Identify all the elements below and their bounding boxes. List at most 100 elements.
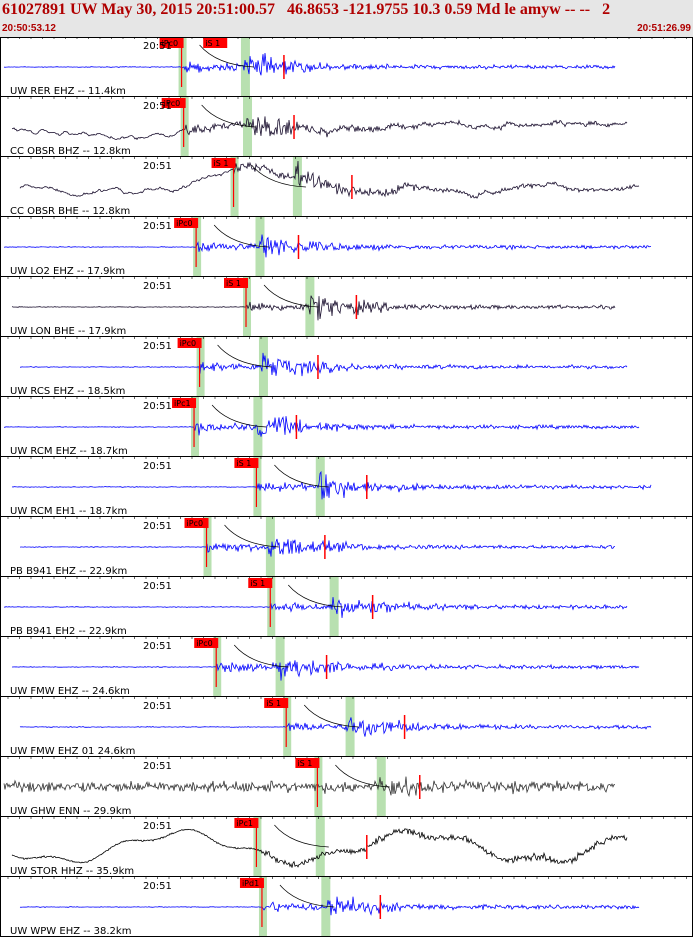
p-window-band <box>314 757 323 817</box>
trace-time-label: 20:51 <box>143 281 172 292</box>
pick-label-box <box>161 98 186 108</box>
channel-label: PB B941 EHZ -- 22.9km <box>10 566 127 577</box>
waveform-trace <box>11 295 616 321</box>
coda-curve <box>201 104 257 128</box>
channel-label: UW RER EHZ -- 11.4km <box>10 86 126 97</box>
pick-label: iS 1 <box>226 279 241 288</box>
s-window-band <box>255 217 265 277</box>
pick-label-box <box>248 578 273 588</box>
channel-label: UW RCS EHZ -- 18.5km <box>10 386 125 397</box>
waveform-trace <box>11 470 652 500</box>
coda-curve <box>303 704 359 728</box>
coda-curve <box>211 404 267 428</box>
waveform-trace <box>3 52 616 76</box>
pick-label-box <box>239 878 264 888</box>
coda-curve <box>288 584 343 608</box>
trace-time-label: 20:51 <box>143 161 172 172</box>
trace-time-label: 20:51 <box>143 521 172 532</box>
pick-label-box <box>211 158 236 168</box>
channel-label: UW LON BHE -- 17.9km <box>10 326 126 337</box>
pick-label: iPc0 <box>180 339 197 348</box>
event-header: 61027891 UW May 30, 2015 20:51:00.57 46.… <box>0 0 693 37</box>
pick-label-box <box>264 698 289 708</box>
pick-label-box <box>234 458 259 468</box>
p-window-band <box>180 97 189 157</box>
coda-curve <box>199 44 254 68</box>
trace-time-label: 20:51 <box>143 41 172 52</box>
trace-time-label: 20:51 <box>143 341 172 352</box>
p-window-band <box>243 277 252 337</box>
p-window-band <box>258 877 267 937</box>
waveform-trace <box>19 160 640 199</box>
pick-label-box <box>184 518 209 528</box>
channel-label: UW GHW ENN -- 29.9km <box>10 806 131 817</box>
trace-time-label: 20:51 <box>143 761 172 772</box>
s-window-band <box>243 97 253 157</box>
waveform-trace <box>19 538 615 557</box>
waveform-trace <box>19 717 652 737</box>
coda-curve <box>274 464 329 488</box>
pick-label: iS 1 <box>214 159 229 168</box>
coda-curve <box>263 284 319 308</box>
pick-label-box <box>177 338 202 348</box>
channel-label: UW LO2 EHZ -- 17.9km <box>10 266 125 277</box>
trace-time-label: 20:51 <box>143 101 172 112</box>
coda-curve <box>274 824 329 848</box>
pick-label: iPc0 <box>176 219 193 228</box>
pick-label: iS 1 <box>266 699 281 708</box>
waveform-trace <box>11 828 628 868</box>
coda-curve <box>335 764 390 788</box>
waveform-trace <box>3 776 615 798</box>
p-window-band <box>178 37 187 97</box>
waveform-trace <box>3 234 652 258</box>
pick-label-box <box>172 398 197 408</box>
p-window-band <box>283 697 292 757</box>
waveform-trace <box>3 416 640 437</box>
channel-label: UW STOR HHZ -- 35.9km <box>10 866 134 877</box>
channel-label: PB B941 EH2 -- 22.9km <box>10 626 127 637</box>
s-window-band <box>315 457 325 517</box>
waveform-trace <box>11 116 628 141</box>
s-window-band <box>253 397 263 457</box>
pick-label: iPc0 <box>187 519 204 528</box>
pick-label: iS 1 <box>297 759 312 768</box>
waveform-trace <box>19 896 640 916</box>
pick-label-box <box>295 758 320 768</box>
pick-label: iS 1 <box>205 39 220 48</box>
pick-label: iPc0 <box>162 39 179 48</box>
coda-curve <box>233 644 289 668</box>
s-window-band <box>240 37 250 97</box>
s-window-band <box>292 157 302 217</box>
channel-label: UW RCM EH1 -- 18.7km <box>10 506 127 517</box>
channel-label: UW WPW EHZ -- 38.2km <box>10 926 131 937</box>
channel-label: UW FMW EHZ -- 24.6km <box>10 686 130 697</box>
trace-time-label: 20:51 <box>143 821 172 832</box>
pick-label-box <box>174 218 199 228</box>
s-window-band <box>315 817 325 877</box>
pick-label-box <box>159 38 184 48</box>
p-window-band <box>193 217 202 277</box>
channel-label: UW RCM EHZ -- 18.7km <box>10 446 128 457</box>
p-window-band <box>253 817 262 877</box>
waveform-trace <box>3 597 628 618</box>
s-window-band <box>305 277 315 337</box>
p-window-band <box>191 397 200 457</box>
s-window-band <box>376 757 386 817</box>
waveform-trace <box>11 660 640 681</box>
end-time: 20:51:26.99 <box>637 23 691 34</box>
pick-label-box <box>203 38 228 48</box>
coda-curve <box>217 344 272 368</box>
pick-label: iPc1 <box>174 399 191 408</box>
trace-time-label: 20:51 <box>143 461 172 472</box>
waveform-trace <box>20 352 628 377</box>
trace-time-label: 20:51 <box>143 221 172 232</box>
pick-label: iPc0 <box>196 639 213 648</box>
trace-time-label: 20:51 <box>143 581 172 592</box>
pick-label-box <box>224 278 249 288</box>
pick-label: iPd1 <box>242 879 259 888</box>
s-window-band <box>345 697 355 757</box>
s-window-band <box>265 517 275 577</box>
coda-curve <box>224 524 279 548</box>
start-time: 20:50:53.12 <box>2 23 56 34</box>
